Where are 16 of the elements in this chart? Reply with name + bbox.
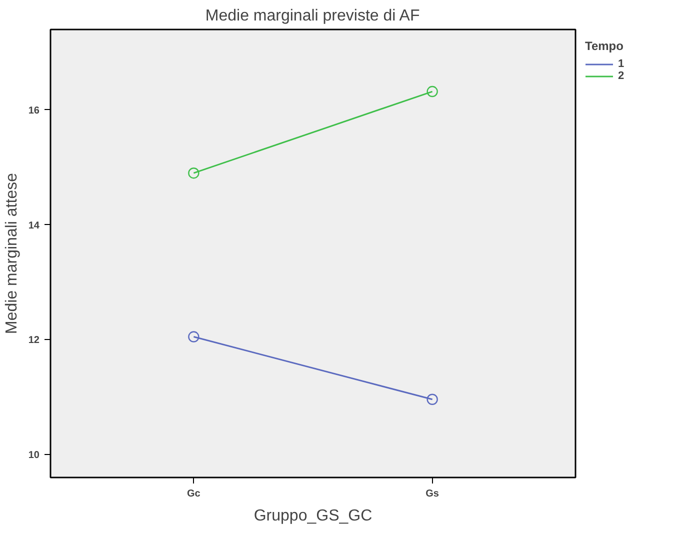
x-axis-title: Gruppo_GS_GC [254, 508, 372, 524]
legend-label: 2 [618, 70, 626, 82]
x-tick-label: Gs [426, 488, 440, 500]
legend-title: Tempo [585, 39, 624, 53]
point [188, 331, 200, 342]
point [188, 168, 200, 179]
chart-title: Medie marginali previste di AF [205, 8, 420, 24]
point [426, 86, 438, 98]
y-axis-title: Medie marginali attese [3, 172, 20, 334]
y-tick-label: 16 [28, 105, 40, 116]
y-tick-label: 14 [28, 220, 40, 232]
legend-label: 1 [618, 58, 626, 70]
y-tick-label: 12 [28, 335, 40, 346]
y-tick-label: 10 [28, 450, 40, 462]
point [426, 394, 438, 405]
x-tick-label: Gc [187, 488, 201, 500]
